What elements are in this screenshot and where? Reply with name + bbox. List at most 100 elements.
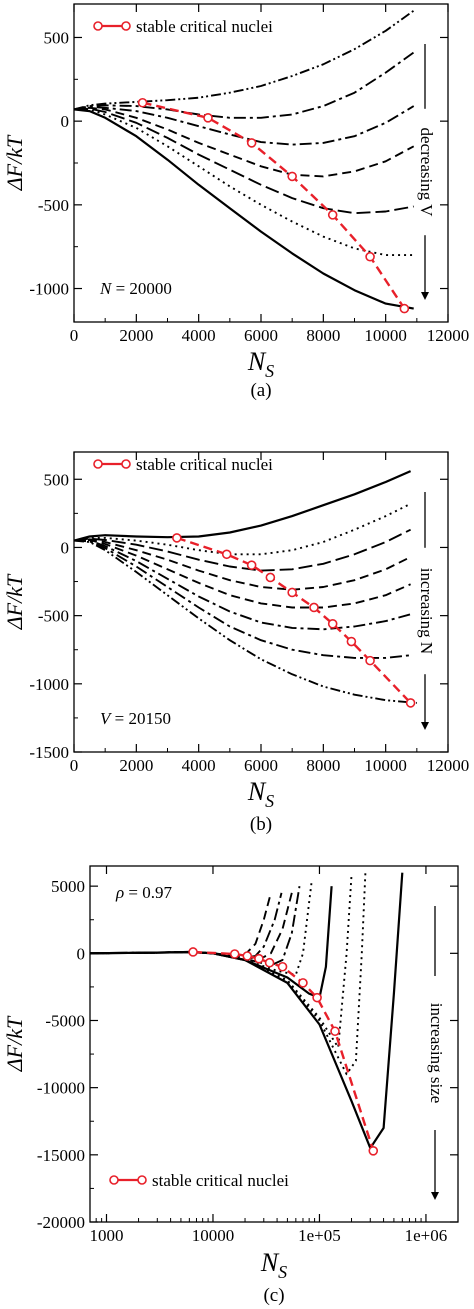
free-energy-curve-6 [74,539,411,631]
critical-nucleus-marker [265,572,276,583]
curves [74,470,417,708]
critical-nucleus-marker [327,619,338,629]
y-tick-label: -15000 [37,1146,85,1165]
critical-nucleus-marker [229,949,240,959]
plot-frame [73,451,449,753]
y-axis-label: ΔF/kT [2,1015,27,1072]
plot-frame [89,865,459,1223]
critical-nucleus-marker [246,138,257,148]
critical-nucleus-marker [172,533,182,543]
y-tick-label: -1000 [29,675,69,694]
critical-nucleus-marker [298,978,308,988]
arrow-head [421,722,429,730]
panel-annotation: V = 20150 [100,709,171,728]
critical-nucleus-marker [221,549,232,560]
free-energy-curve-7 [74,108,414,310]
legend-marker [121,459,131,469]
x-axis-label-subscript: S [278,1262,287,1282]
y-axis-label: ΔF/kT [2,573,27,630]
critical-nucleus-marker [287,587,297,598]
free-energy-curve-1 [74,470,412,542]
free-energy-curve-8 [90,872,367,1076]
free-energy-curve-3 [74,105,415,146]
y-tick-label: -1500 [29,743,69,762]
free-energy-curve-4 [74,106,415,178]
arrow-label: decreasing V [417,128,436,218]
free-energy-curve-7 [74,539,411,659]
x-tick-label: 0 [70,756,79,775]
critical-nucleus-marker [368,1146,379,1156]
x-tick-label: 6000 [244,756,278,775]
panel-caption: (c) [263,1285,284,1306]
critical-nucleus-marker [399,303,410,314]
critical-nucleus-marker [264,957,275,968]
x-tick-label: 1000 [89,1226,123,1245]
x-tick-label: 12000 [427,756,470,775]
y-tick-label: -1000 [29,280,69,299]
legend-label: stable critical nuclei [136,17,273,36]
y-tick-label: 0 [61,538,70,557]
critical-nucleus-marker [203,113,213,123]
x-tick-label: 12000 [427,326,470,345]
critical-nucleus-marker [330,1026,340,1037]
x-tick-label: 4000 [182,326,216,345]
y-tick-label: 0 [77,944,86,963]
x-axis-label-subscript: S [265,361,274,381]
x-tick-label: 10000 [364,326,407,345]
panel-annotation: ρ = 0.97 [115,883,173,902]
panel-annotation: N = 20000 [99,279,172,298]
arrow-label: increasing size [427,1003,446,1104]
y-tick-label: -5000 [45,1011,85,1030]
y-tick-label: -20000 [37,1213,85,1232]
legend-marker [93,459,103,469]
x-tick-label: 0 [70,326,79,345]
x-tick-label: 2000 [119,756,153,775]
critical-nucleus-marker [405,698,416,708]
y-axis-label: ΔF/kT [2,134,27,191]
critical-nucleus-marker [287,171,297,182]
panel-b: 0 2000 4000 6000 8000 10000 12000 -1500 -1000 -50… [2,451,470,835]
critical-nucleus-marker [365,655,375,666]
legend-marker [137,1175,147,1185]
x-axis-label: NS [247,777,274,811]
free-energy-curve-6 [90,886,333,999]
critical-nucleus-marker [327,210,338,220]
x-tick-label: 10000 [192,1226,235,1245]
free-energy-curve-1 [90,892,272,957]
free-energy-curve-5 [74,107,414,215]
curves [74,9,415,314]
critical-nucleus-marker [188,947,198,957]
critical-nuclei-line [193,950,375,1152]
y-tick-label: -500 [38,607,69,626]
panel-caption: (b) [250,814,272,835]
y-tick-label: 500 [44,470,70,489]
x-tick-label: 6000 [244,326,278,345]
y-tick-label: -500 [38,196,69,215]
arrow-head [421,292,429,300]
critical-nucleus-marker [246,560,257,570]
x-tick-label: 1e+05 [298,1226,341,1245]
x-tick-label: 2000 [119,326,153,345]
critical-nucleus-marker [242,951,253,961]
annotation-variable: N [99,279,113,298]
arrow-head [431,1192,439,1200]
free-energy-curve-6 [74,108,414,257]
free-energy-curve-8 [74,539,417,704]
legend-marker [93,21,103,31]
annotation-variable: ρ [115,883,124,902]
curves [90,872,404,1156]
legend-marker [121,21,131,31]
legend-marker [109,1175,119,1185]
y-tick-label: 0 [61,112,70,131]
x-tick-label: 8000 [306,326,340,345]
critical-nucleus-marker [137,97,148,108]
critical-nucleus-marker [309,602,319,613]
critical-nucleus-marker [346,636,357,647]
free-energy-curve-9 [90,872,404,1150]
y-tick-label: 5000 [51,877,85,896]
y-tick-label: 500 [44,28,70,47]
y-tick-label: -10000 [37,1079,85,1098]
critical-nuclei-line [142,101,406,310]
critical-nucleus-marker [254,953,264,964]
